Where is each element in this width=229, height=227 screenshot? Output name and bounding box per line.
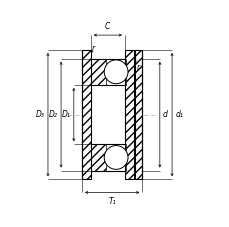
Text: T₁: T₁ xyxy=(108,197,115,206)
Bar xyxy=(82,50,90,179)
Bar xyxy=(124,50,133,179)
Bar xyxy=(90,144,106,170)
Bar xyxy=(135,50,142,179)
Text: D₂: D₂ xyxy=(49,110,58,119)
Text: r: r xyxy=(136,63,140,72)
Text: d: d xyxy=(162,110,167,119)
Bar xyxy=(124,144,126,170)
Text: C: C xyxy=(105,22,110,31)
Bar xyxy=(90,85,124,144)
Bar xyxy=(90,59,106,85)
Text: r: r xyxy=(91,44,95,53)
Bar xyxy=(124,59,126,85)
Text: D₁: D₁ xyxy=(62,110,70,119)
Text: d₁: d₁ xyxy=(174,110,182,119)
Text: D₃: D₃ xyxy=(36,110,45,119)
Circle shape xyxy=(104,60,128,84)
Circle shape xyxy=(104,146,128,169)
